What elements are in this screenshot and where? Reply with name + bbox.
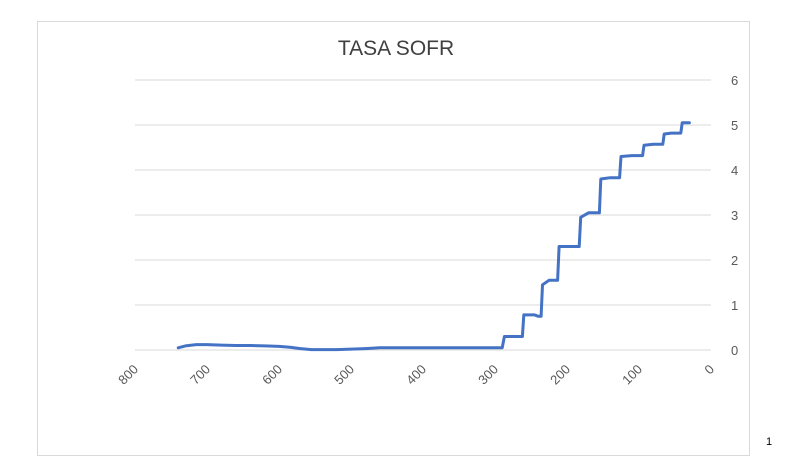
x-tick-label: 0 — [701, 362, 717, 378]
y-tick-label: 6 — [731, 73, 738, 88]
x-tick-label: 200 — [547, 362, 573, 388]
x-tick-label: 600 — [259, 362, 285, 388]
y-tick-label: 5 — [731, 118, 738, 133]
y-axis-tick-labels: 0 1 2 3 4 5 6 — [731, 73, 738, 358]
chart-frame: TASA SOFR 0 1 2 3 4 5 6 800 700 600 500 400 300 200 1… — [37, 21, 750, 456]
series-layer — [176, 121, 691, 352]
gridlines — [135, 79, 711, 351]
y-tick-label: 0 — [731, 343, 738, 358]
y-tick-label: 4 — [731, 163, 738, 178]
page-number: 1 — [766, 436, 773, 448]
y-tick-label: 2 — [731, 253, 738, 268]
line-chart: TASA SOFR 0 1 2 3 4 5 6 800 700 600 500 400 300 200 1… — [115, 37, 738, 388]
x-axis-tick-labels: 800 700 600 500 400 300 200 100 0 — [115, 362, 717, 388]
series-line-0 — [176, 121, 691, 352]
x-tick-label: 700 — [187, 362, 213, 388]
x-tick-label: 800 — [115, 362, 141, 388]
x-tick-label: 300 — [475, 362, 501, 388]
x-tick-label: 500 — [331, 362, 357, 388]
y-tick-label: 3 — [731, 208, 738, 223]
x-tick-label: 100 — [619, 362, 645, 388]
chart-title: TASA SOFR — [338, 37, 454, 60]
y-tick-label: 1 — [731, 298, 738, 313]
x-tick-label: 400 — [403, 362, 429, 388]
